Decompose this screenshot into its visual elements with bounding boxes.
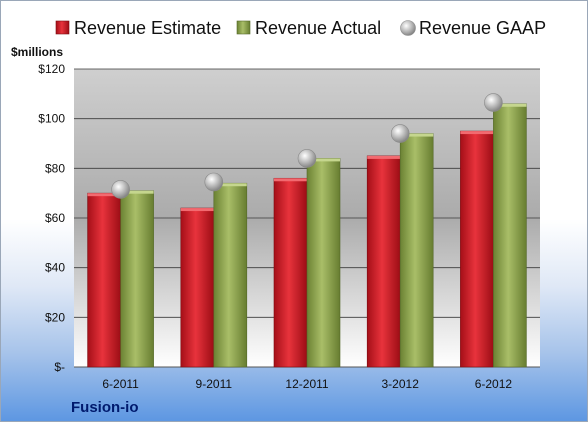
bar-top-highlight <box>213 183 247 187</box>
bar-top-highlight <box>367 155 401 159</box>
legend-swatch-gaap <box>400 20 416 36</box>
legend-label: Revenue Actual <box>255 18 381 38</box>
bar-revenue-estimate <box>366 155 401 368</box>
bar-top-highlight <box>274 178 307 182</box>
y-axis-ticks: $- $20 $40 $60 $80 $100 $120 <box>38 62 65 374</box>
y-tick-label: $20 <box>45 310 65 324</box>
bars <box>87 103 527 368</box>
y-tick-label: $100 <box>38 112 65 126</box>
y-tick-label: $60 <box>45 211 65 225</box>
gaap-markers <box>111 93 503 199</box>
bar-top-highlight <box>493 103 527 107</box>
y-tick-label: $40 <box>45 261 65 275</box>
y-tick-label: $120 <box>38 62 65 76</box>
marker-revenue-gaap <box>484 93 503 112</box>
bar-top-highlight <box>460 131 494 135</box>
bar-revenue-estimate <box>180 207 215 368</box>
unit-label: $millions <box>11 45 63 59</box>
x-tick-label: 12-2011 <box>285 377 328 391</box>
bar-revenue-estimate <box>460 130 494 368</box>
bar-top-highlight <box>120 190 154 194</box>
bar-revenue-estimate <box>273 177 308 368</box>
x-tick-label: 9-2011 <box>196 377 233 391</box>
legend-swatch-actual <box>236 20 251 35</box>
bar-revenue-estimate <box>87 192 121 368</box>
x-tick-label: 6-2012 <box>475 377 513 391</box>
company-name: Fusion-io <box>71 399 139 416</box>
legend-label: Revenue Estimate <box>74 18 221 38</box>
legend-label: Revenue GAAP <box>419 18 546 38</box>
bar-top-highlight <box>180 208 214 212</box>
bar-revenue-actual <box>306 158 341 368</box>
bar-top-highlight <box>400 133 434 137</box>
marker-revenue-gaap <box>297 149 317 168</box>
y-tick-label: $80 <box>45 161 65 175</box>
x-tick-label: 6-2011 <box>102 377 139 391</box>
x-tick-label: 3-2012 <box>382 377 420 391</box>
bar-revenue-actual <box>120 190 154 368</box>
x-axis-ticks: 6-2011 9-2011 12-2011 3-2012 6-2012 <box>102 377 512 391</box>
legend: Revenue Estimate Revenue Actual Revenue GA… <box>55 18 546 38</box>
bar-top-highlight <box>87 193 121 197</box>
marker-revenue-gaap <box>111 180 130 199</box>
bar-revenue-actual <box>493 103 527 368</box>
legend-swatch-estimate <box>55 20 70 35</box>
marker-revenue-gaap <box>204 172 224 192</box>
bar-revenue-actual <box>399 133 434 368</box>
bar-top-highlight <box>307 158 340 162</box>
marker-revenue-gaap <box>390 124 410 143</box>
y-tick-label: $- <box>54 360 65 374</box>
bar-revenue-actual <box>213 182 248 368</box>
